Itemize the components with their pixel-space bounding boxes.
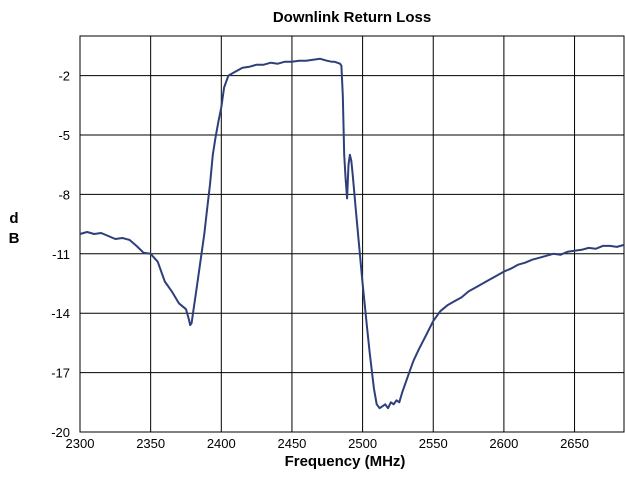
y-tick-label: -17 — [51, 366, 70, 381]
gridlines — [80, 36, 624, 432]
x-tick-label: 2550 — [419, 436, 448, 451]
x-tick-label: 2350 — [136, 436, 165, 451]
y-tick-label: -14 — [51, 306, 70, 321]
x-tick-label: 2300 — [66, 436, 95, 451]
x-tick-label: 2600 — [489, 436, 518, 451]
y-tick-label: -2 — [58, 69, 70, 84]
y-tick-label: -11 — [52, 247, 70, 262]
x-tick-label: 2450 — [277, 436, 306, 451]
x-tick-label: 2500 — [348, 436, 377, 451]
y-tick-label: -5 — [58, 128, 70, 143]
x-tick-label: 2650 — [560, 436, 589, 451]
return-loss-line — [79, 57, 625, 410]
x-axis-label: Frequency (MHz) — [285, 453, 406, 470]
y-tick-label: -8 — [58, 187, 70, 202]
y-tick-label: -20 — [51, 425, 70, 440]
x-axis-ticks: 2300 2350 2400 2450 2500 2550 2600 2650 — [66, 436, 589, 451]
series-group — [79, 57, 625, 410]
chart-title: Downlink Return Loss — [273, 9, 431, 26]
y-axis-ticks: -2 -5 -8 -11 -14 -17 -20 — [51, 69, 70, 440]
x-tick-label: 2400 — [207, 436, 236, 451]
